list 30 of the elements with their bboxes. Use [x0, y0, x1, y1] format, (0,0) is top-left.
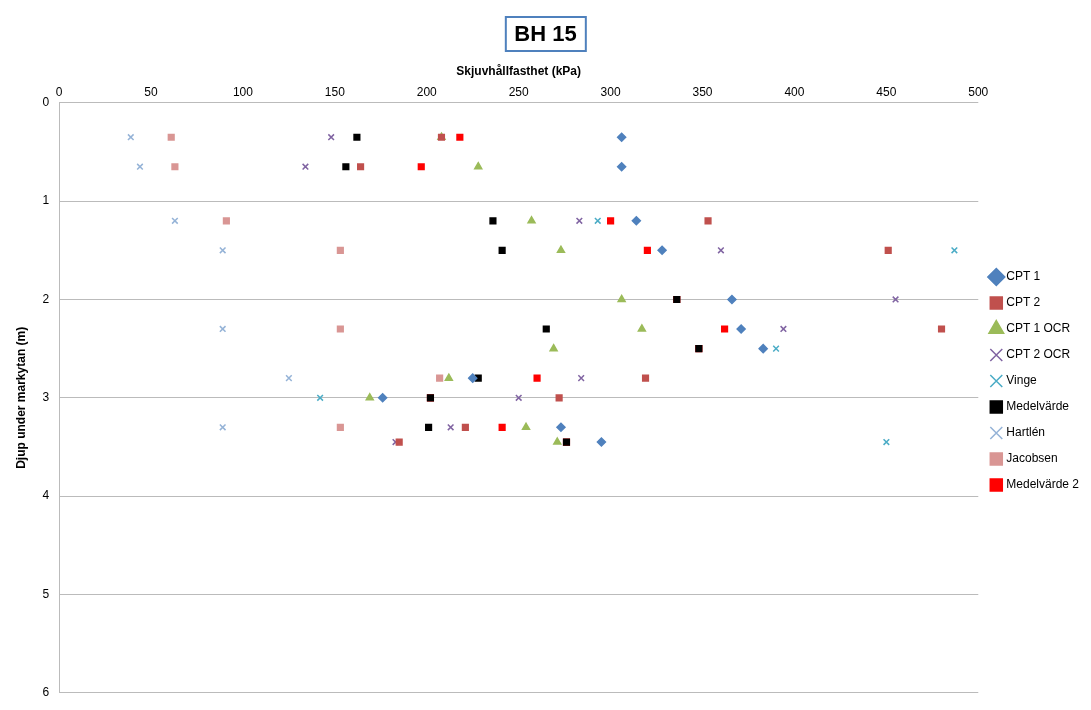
x-tick-label: 50 — [144, 84, 158, 99]
legend-label: Medelvärde — [1006, 399, 1070, 414]
chart-title: BH 15 — [504, 16, 587, 52]
x-tick-label: 500 — [968, 84, 989, 99]
legend-label: Vinge — [1006, 373, 1038, 388]
x-tick-label: 150 — [324, 84, 346, 99]
x-tick-label: 450 — [876, 84, 897, 99]
legend-label: CPT 2 OCR — [1006, 347, 1071, 362]
y-tick-label: 3 — [42, 390, 50, 405]
legend-label: CPT 2 — [1006, 295, 1041, 310]
y-tick-label: 0 — [42, 95, 50, 110]
y-tick-label: 6 — [42, 685, 50, 700]
x-tick-label: 0 — [55, 84, 63, 99]
legend-label: Jacobsen — [1006, 451, 1058, 466]
legend-label: Medelvärde 2 — [1006, 477, 1080, 492]
legend-label: CPT 1 OCR — [1006, 321, 1071, 336]
y-tick-label: 5 — [42, 586, 50, 601]
x-tick-label: 400 — [784, 84, 805, 99]
y-tick-label: 1 — [42, 193, 50, 208]
y-tick-label: 4 — [42, 488, 50, 503]
x-tick-label: 350 — [692, 84, 713, 99]
y-tick-label: 2 — [42, 291, 50, 306]
x-axis-title: Skjuvhållfasthet (kPa) — [456, 63, 582, 78]
legend-label: CPT 1 — [1006, 269, 1041, 284]
legend-label: Hartlén — [1006, 425, 1045, 440]
y-axis-title: Djup under markytan (m) — [13, 326, 28, 469]
x-tick-label: 100 — [232, 84, 254, 99]
x-tick-label: 300 — [600, 84, 621, 99]
x-tick-label: 250 — [508, 84, 530, 99]
x-tick-label: 200 — [416, 84, 438, 99]
